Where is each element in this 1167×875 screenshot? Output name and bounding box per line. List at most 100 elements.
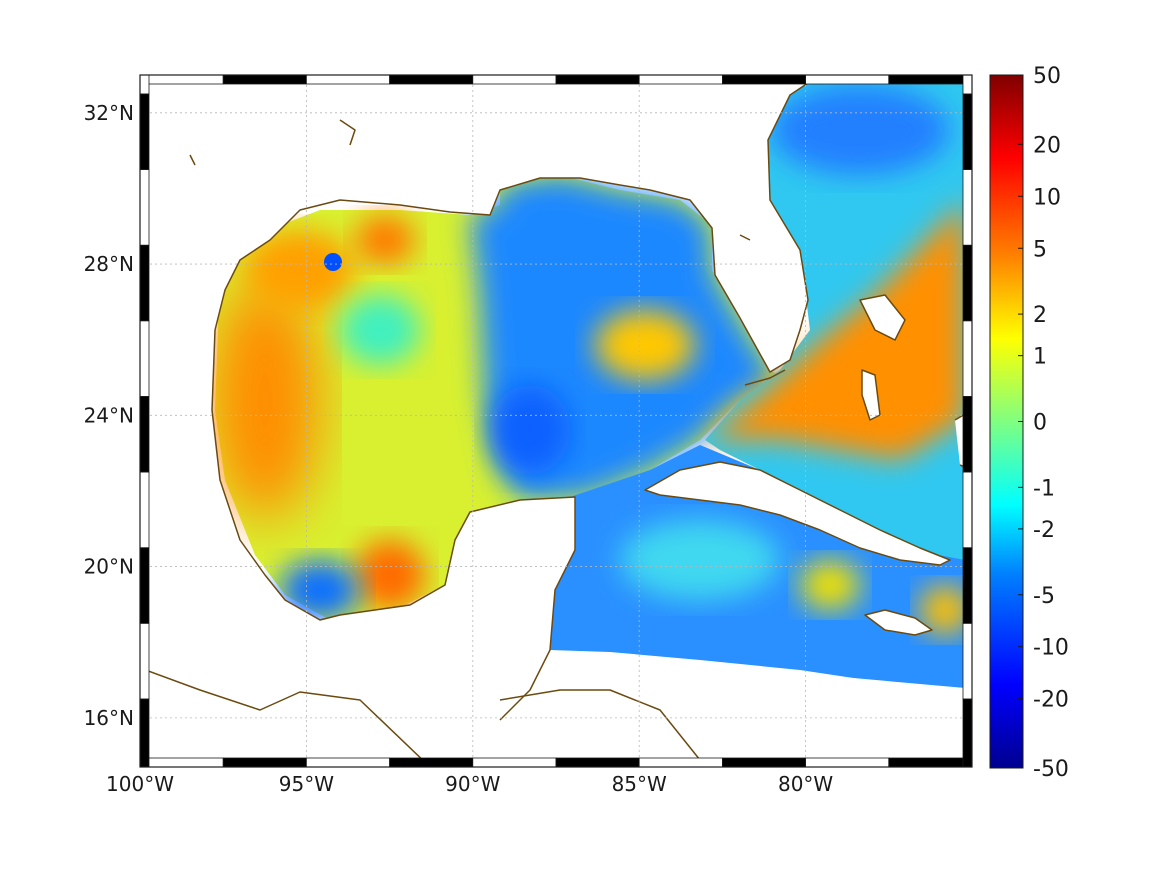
frame-segment-left <box>139 74 150 95</box>
frame-segment-right <box>962 698 973 768</box>
frame-segment-left <box>139 698 150 768</box>
frame-segment-top <box>389 74 474 85</box>
frame-segment-left <box>139 622 150 700</box>
caribbean-cyan <box>620 520 780 600</box>
latitude-labels: 32°N 28°N 24°N 20°N 16°N <box>84 101 134 730</box>
lon-tick-label: 80°W <box>778 772 833 796</box>
cuba-land <box>645 462 950 565</box>
lon-tick-label: 95°W <box>279 772 334 796</box>
frame-segment-top <box>638 74 723 85</box>
frame-outline <box>139 74 973 768</box>
lat-tick-label: 32°N <box>84 101 134 125</box>
andros-coast <box>861 369 881 421</box>
frame-segment-bottom <box>555 757 640 768</box>
frame-segment-bottom <box>472 757 557 768</box>
frame-segment-bottom <box>805 757 890 768</box>
gulf-cyan-patch <box>340 295 420 365</box>
frame-segment-right <box>962 169 973 246</box>
frame-segment-right <box>962 74 973 95</box>
frame-segment-left <box>139 471 150 549</box>
colorbar-tick-label: 20 <box>1033 133 1061 158</box>
frame-segment-top <box>305 74 390 85</box>
frame-segment-left <box>139 244 150 322</box>
atlantic-orange-band <box>705 200 965 460</box>
honduras-coast <box>499 689 701 761</box>
frame-segment-right <box>962 396 973 473</box>
frame-segment-bottom <box>638 757 723 768</box>
frame-segment-right <box>962 471 973 549</box>
gulf-west-orange <box>210 280 320 520</box>
colorbar-tick-label: -50 <box>1033 757 1069 782</box>
frame-segment-bottom <box>888 757 973 768</box>
us-gulf-coast <box>214 75 821 373</box>
frame-segment-top <box>805 74 890 85</box>
colorbar-tick-label: -10 <box>1033 636 1069 661</box>
lon-tick-label: 100°W <box>106 772 174 796</box>
colorbar-tick-label: -2 <box>1033 518 1055 543</box>
longitude-labels: 100°W 95°W 90°W 85°W 80°W <box>106 772 833 796</box>
caribbean-east-yellow <box>920 585 970 635</box>
frame-segment-right <box>962 622 973 700</box>
frame-segment-right <box>962 320 973 397</box>
gulf-loop-yellow <box>595 310 695 380</box>
frame-segment-right <box>962 93 973 170</box>
gulf-blue-spot <box>324 253 342 271</box>
frame-segment-bottom <box>722 757 807 768</box>
jamaica-coast <box>864 609 933 636</box>
frame-segment-bottom <box>305 757 390 768</box>
colorbar-tick-label: 0 <box>1033 411 1047 436</box>
us-land <box>140 75 820 372</box>
lon-tick-label: 85°W <box>612 772 667 796</box>
frame-segment-left <box>139 396 150 473</box>
jamaica-land <box>865 610 932 635</box>
colorbar-tick-label: -20 <box>1033 688 1069 713</box>
caribbean-yellow <box>800 560 860 610</box>
south-land <box>480 650 972 767</box>
frame-segment-top <box>555 74 640 85</box>
lat-tick-label: 20°N <box>84 555 134 579</box>
coastlines <box>140 75 972 767</box>
central-america-coast <box>140 667 431 767</box>
bahamas-coast <box>859 294 906 341</box>
cuba-coast <box>644 461 951 566</box>
mexico-land <box>140 330 575 767</box>
frame-segment-top <box>139 74 224 85</box>
frame-segment-left <box>139 320 150 397</box>
colorbar-tick-label: 1 <box>1033 345 1047 370</box>
frame-segment-top <box>722 74 807 85</box>
mexico-coast <box>211 329 576 721</box>
frame-segment-top <box>888 74 973 85</box>
frame-segment-bottom <box>389 757 474 768</box>
frame-segment-right <box>962 547 973 624</box>
lat-tick-label: 24°N <box>84 403 134 427</box>
frame-segment-left <box>139 93 150 170</box>
colorbar-tick-label: -1 <box>1033 476 1055 501</box>
colorbar-tick-label: 10 <box>1033 185 1061 210</box>
colorbar-tick-label: 50 <box>1033 64 1061 89</box>
lat-tick-label: 16°N <box>84 706 134 730</box>
frame-segment-top <box>222 74 307 85</box>
frame-segment-top <box>472 74 557 85</box>
colorbar-tick-label: 2 <box>1033 303 1047 328</box>
map-frame <box>139 74 973 768</box>
lon-tick-label: 90°W <box>445 772 500 796</box>
frame-segment-bottom <box>139 757 224 768</box>
keys-coast <box>744 369 786 386</box>
gulf-south-orange <box>355 540 425 610</box>
colorbar-tick-label: 5 <box>1033 237 1047 262</box>
colorbar-tick-label: -5 <box>1033 584 1055 609</box>
gulf-center-blue <box>490 385 570 475</box>
frame-segment-right <box>962 244 973 322</box>
graticule <box>140 75 972 767</box>
gulf-north-orange <box>355 215 415 265</box>
inland-lakes <box>189 119 751 241</box>
frame-segment-bottom <box>222 757 307 768</box>
frame-segment-left <box>139 169 150 246</box>
atlantic-north-blue <box>770 85 950 175</box>
frame-segment-left <box>139 547 150 624</box>
gulf-sw-blue <box>280 560 360 620</box>
lat-tick-label: 28°N <box>84 252 134 276</box>
gulf-nw-orange <box>245 230 355 310</box>
